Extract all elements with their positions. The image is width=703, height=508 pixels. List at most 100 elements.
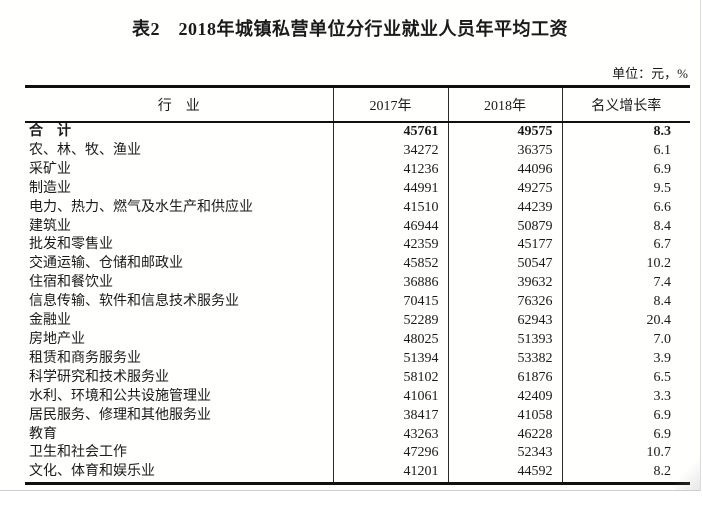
growth-cell: 6.9 (561, 425, 690, 445)
table-row: 卫生和社会工作 47296 52343 10.7 (25, 444, 690, 464)
table-header: 行 业 2017年 2018年 名义增长率 (25, 86, 690, 123)
value-2018-cell: 61876 (447, 368, 562, 388)
industry-cell: 制造业 (29, 180, 71, 196)
value-2017-cell: 47296 (332, 444, 448, 464)
industry-cell: 批发和零售业 (29, 237, 113, 253)
growth-cell: 8.4 (561, 217, 690, 237)
growth-cell: 6.1 (561, 141, 690, 161)
header-industry: 行 业 (25, 86, 333, 123)
value-2017-cell: 43263 (332, 425, 448, 445)
table-row: 金融业 52289 62943 20.4 (25, 312, 690, 331)
value-2017-cell: 48025 (332, 330, 448, 350)
value-2018-cell: 46228 (447, 425, 562, 445)
value-2017-cell: 46944 (332, 217, 448, 237)
header-2017: 2017年 (332, 86, 448, 123)
growth-cell: 20.4 (561, 312, 690, 331)
table-row: 批发和零售业 42359 45177 6.7 (25, 236, 690, 256)
growth-cell: 8.3 (561, 122, 690, 142)
unit-note: 单位：元，% (612, 66, 688, 81)
growth-cell: 7.4 (561, 274, 690, 294)
value-2017-cell: 41201 (332, 463, 448, 484)
value-2017-cell: 70415 (332, 293, 448, 313)
header-2018: 2018年 (447, 86, 562, 123)
table-row: 建筑业 46944 50879 8.4 (25, 217, 690, 237)
growth-cell: 6.7 (561, 236, 690, 256)
growth-cell: 6.5 (561, 368, 690, 388)
industry-cell: 信息传输、软件和信息技术服务业 (29, 294, 239, 310)
table-row: 住宿和餐饮业 36886 39632 7.4 (25, 274, 690, 294)
growth-cell: 3.3 (561, 387, 690, 407)
table-row: 文化、体育和娱乐业 41201 44592 8.2 (25, 463, 690, 484)
value-2018-cell: 44096 (447, 160, 562, 180)
table-row: 信息传输、软件和信息技术服务业 70415 76326 8.4 (25, 293, 690, 313)
value-2017-cell: 41510 (332, 198, 448, 218)
growth-cell: 6.6 (561, 198, 690, 218)
growth-cell: 8.4 (561, 293, 690, 313)
value-2017-cell: 52289 (332, 312, 448, 331)
value-2018-cell: 49275 (447, 179, 562, 199)
value-2018-cell: 49575 (447, 122, 562, 142)
value-2017-cell: 41061 (332, 387, 448, 407)
value-2017-cell: 51394 (332, 349, 448, 369)
industry-cell: 交通运输、仓储和邮政业 (29, 256, 183, 272)
table-row: 租赁和商务服务业 51394 53382 3.9 (25, 349, 690, 369)
document-page: 表2 2018年城镇私营单位分行业就业人员年平均工资 单位：元，% 行 业 20… (0, 0, 701, 491)
value-2017-cell: 45761 (332, 122, 448, 142)
value-2018-cell: 45177 (447, 236, 562, 256)
value-2018-cell: 62943 (447, 312, 562, 331)
value-2018-cell: 36375 (447, 141, 562, 161)
growth-cell: 7.0 (561, 330, 690, 350)
growth-cell: 10.2 (561, 255, 690, 275)
industry-cell: 建筑业 (29, 218, 71, 234)
table-row: 合 计 45761 49575 8.3 (25, 122, 690, 142)
industry-cell: 金融业 (29, 313, 71, 329)
value-2017-cell: 58102 (332, 368, 448, 388)
growth-cell: 6.9 (561, 406, 690, 426)
page-title: 表2 2018年城镇私营单位分行业就业人员年平均工资 (132, 19, 568, 39)
growth-cell: 10.7 (561, 444, 690, 464)
table-row: 制造业 44991 49275 9.5 (25, 179, 690, 199)
value-2018-cell: 39632 (447, 274, 562, 294)
industry-cell: 电力、热力、燃气及水生产和供应业 (29, 199, 253, 215)
table-row: 水利、环境和公共设施管理业 41061 42409 3.3 (25, 387, 690, 407)
growth-cell: 3.9 (561, 349, 690, 369)
value-2018-cell: 50547 (447, 255, 562, 275)
growth-cell: 6.9 (561, 160, 690, 180)
value-2018-cell: 41058 (447, 406, 562, 426)
header-growth: 名义增长率 (561, 86, 690, 123)
table-row: 电力、热力、燃气及水生产和供应业 41510 44239 6.6 (25, 198, 690, 218)
value-2018-cell: 44239 (447, 198, 562, 218)
header-row: 行 业 2017年 2018年 名义增长率 (25, 86, 690, 123)
value-2018-cell: 53382 (447, 349, 562, 369)
value-2017-cell: 38417 (332, 406, 448, 426)
value-2018-cell: 76326 (447, 293, 562, 313)
table-row: 教育 43263 46228 6.9 (25, 425, 690, 445)
industry-cell: 农、林、牧、渔业 (29, 142, 141, 158)
value-2017-cell: 34272 (332, 141, 448, 161)
value-2017-cell: 44991 (332, 179, 448, 199)
industry-cell: 合 计 (29, 124, 71, 139)
industry-cell: 水利、环境和公共设施管理业 (29, 388, 211, 404)
value-2017-cell: 42359 (332, 236, 448, 256)
industry-cell: 科学研究和技术服务业 (29, 369, 169, 385)
table-body: 合 计 45761 49575 8.3 农、林、牧、渔业 34272 36375… (25, 122, 690, 484)
industry-cell: 住宿和餐饮业 (29, 275, 113, 291)
table-row: 科学研究和技术服务业 58102 61876 6.5 (25, 368, 690, 388)
growth-cell: 8.2 (561, 463, 690, 484)
value-2017-cell: 41236 (332, 160, 448, 180)
wage-table: 行 业 2017年 2018年 名义增长率 合 计 45761 49575 8.… (25, 85, 690, 486)
industry-cell: 居民服务、修理和其他服务业 (29, 407, 211, 423)
industry-cell: 租赁和商务服务业 (29, 350, 141, 366)
industry-cell: 教育 (29, 426, 57, 442)
value-2017-cell: 45852 (332, 255, 448, 275)
value-2018-cell: 42409 (447, 387, 562, 407)
value-2017-cell: 36886 (332, 274, 448, 294)
industry-cell: 文化、体育和娱乐业 (29, 464, 155, 480)
table-row: 居民服务、修理和其他服务业 38417 41058 6.9 (25, 406, 690, 426)
industry-cell: 采矿业 (29, 161, 71, 177)
value-2018-cell: 44592 (447, 463, 562, 484)
growth-cell: 9.5 (561, 179, 690, 199)
industry-cell: 房地产业 (29, 331, 85, 347)
value-2018-cell: 52343 (447, 444, 562, 464)
industry-cell: 卫生和社会工作 (29, 445, 127, 461)
